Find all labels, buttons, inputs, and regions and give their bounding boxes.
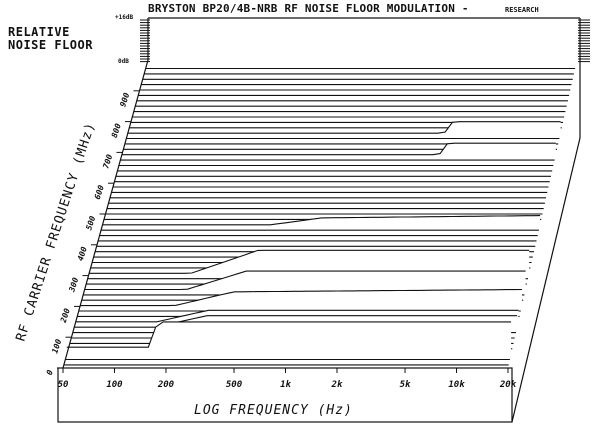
x-tick-label: 200 bbox=[157, 380, 175, 390]
x-tick-label: 100 bbox=[106, 380, 123, 390]
brand-line-2: RESEARCH bbox=[505, 6, 539, 14]
trace-mask bbox=[89, 250, 530, 276]
trace-mask bbox=[127, 121, 561, 136]
trace-line bbox=[84, 270, 526, 291]
trace-line bbox=[121, 142, 556, 156]
y-tick-label: 600 bbox=[93, 184, 106, 201]
trace-mask bbox=[121, 143, 556, 157]
trace-line bbox=[75, 309, 519, 323]
y-axis: 0 100 200 300 400 500 600 700 800 900 bbox=[45, 59, 149, 377]
trace-mask bbox=[80, 289, 522, 308]
x-tick-label: 1k bbox=[280, 380, 291, 390]
chart-title: BRYSTON BP20/4B-NRB RF NOISE FLOOR MODUL… bbox=[148, 2, 469, 15]
x-tick-label: 500 bbox=[226, 380, 243, 390]
trace-line bbox=[127, 121, 561, 134]
x-tick-label: 10k bbox=[448, 380, 465, 390]
y-tick-label: 300 bbox=[67, 276, 80, 294]
z-top-tick-label: +16dB bbox=[115, 14, 133, 21]
trace-mask bbox=[84, 271, 526, 292]
trace-mask bbox=[66, 321, 512, 357]
x-axis-label: LOG FREQUENCY (Hz) bbox=[194, 403, 353, 418]
y-tick-label: 700 bbox=[101, 153, 114, 170]
y-tick-label: 0 bbox=[45, 369, 55, 377]
waterfall-traces bbox=[63, 67, 576, 367]
x-axis: 50 100 200 500 1k 2k 5k 10k 20k bbox=[58, 368, 517, 390]
x-tick-label: 50 bbox=[58, 380, 69, 390]
z-zero-tick-label: 0dB bbox=[118, 58, 129, 65]
y-tick-label: 800 bbox=[110, 122, 123, 139]
y-tick-label: 400 bbox=[76, 245, 89, 262]
trace-line bbox=[74, 315, 518, 328]
trace-line bbox=[89, 249, 530, 274]
x-tick-label: 2k bbox=[331, 380, 343, 390]
y-tick-label: 100 bbox=[50, 338, 63, 355]
frame-right-edge bbox=[511, 137, 581, 423]
y-tick-label: 500 bbox=[84, 215, 97, 232]
relative-noise-label-line1: RELATIVE bbox=[8, 25, 70, 39]
x-tick-label: 20k bbox=[499, 380, 517, 390]
x-tick-label: 5k bbox=[400, 380, 411, 390]
trace-line bbox=[66, 321, 512, 348]
trace-mask bbox=[102, 215, 541, 227]
y-tick-label: 900 bbox=[118, 91, 131, 108]
y-tick-label: 200 bbox=[59, 307, 72, 325]
relative-noise-label-line2: NOISE FLOOR bbox=[8, 38, 93, 52]
y-axis-label: RF CARRIER FREQUENCY (MHz) bbox=[14, 120, 99, 343]
trace-line bbox=[102, 215, 541, 226]
trace-line bbox=[80, 288, 523, 307]
